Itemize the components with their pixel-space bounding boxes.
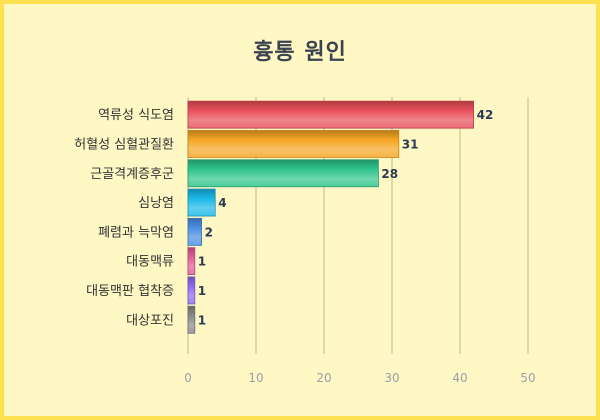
bar-6 — [187, 247, 196, 276]
value-label: 1 — [198, 313, 206, 327]
x-tick-label: 50 — [520, 371, 535, 385]
value-label: 1 — [198, 284, 206, 298]
bar-1 — [187, 100, 475, 129]
x-tick-label: 0 — [184, 371, 192, 385]
bar-2 — [187, 130, 400, 158]
bar-8 — [187, 305, 196, 334]
category-label: 대동맥판 협착증 — [86, 284, 174, 299]
value-label: 28 — [381, 167, 398, 181]
bar-3 — [187, 159, 379, 188]
category-label: 심낭염 — [138, 196, 174, 211]
bar-5 — [187, 217, 202, 246]
x-tick-label: 20 — [316, 371, 331, 385]
category-label: 허혈성 심혈관질환 — [74, 137, 174, 152]
value-label: 42 — [477, 108, 494, 122]
bar-7 — [187, 276, 196, 305]
chart-title: 흉통 원인 — [253, 40, 347, 65]
value-label: 1 — [198, 255, 206, 269]
x-tick-label: 30 — [384, 371, 399, 385]
category-label: 역류성 식도염 — [98, 108, 174, 123]
category-label: 근골격계증후군 — [90, 167, 174, 182]
value-label: 4 — [218, 196, 226, 210]
category-label: 대동맥류 — [126, 255, 174, 270]
x-tick-label: 10 — [248, 371, 263, 385]
x-tick-label: 40 — [452, 371, 467, 385]
category-label: 대상포진 — [126, 313, 174, 328]
value-label: 31 — [402, 137, 419, 151]
bar-4 — [187, 188, 216, 217]
value-label: 2 — [205, 225, 213, 239]
category-label: 폐렴과 늑막염 — [98, 225, 174, 240]
